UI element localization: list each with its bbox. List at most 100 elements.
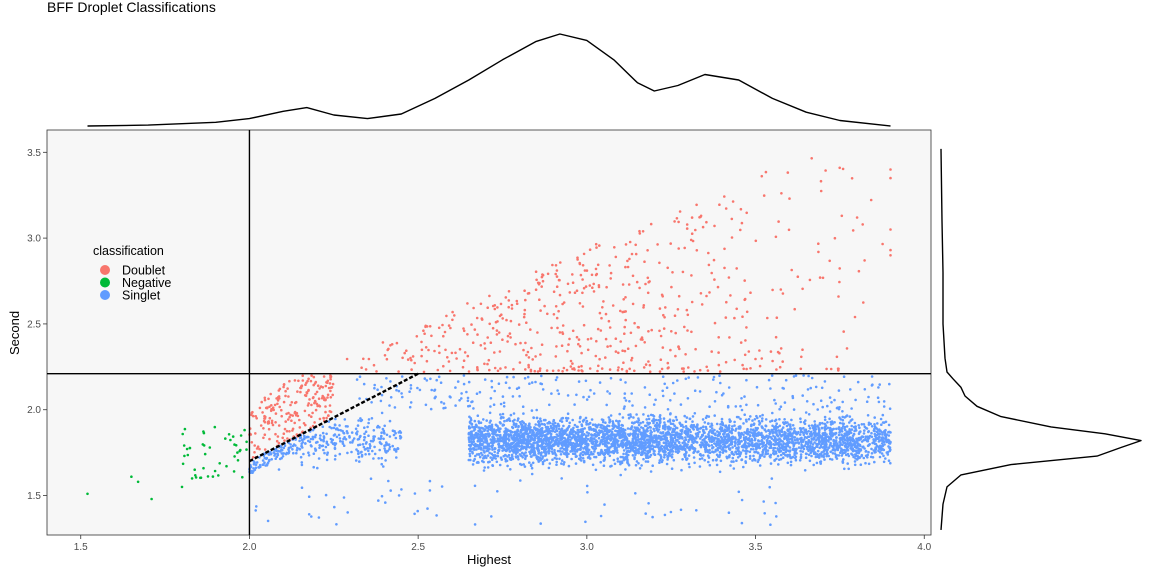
singlet-point: [543, 423, 546, 427]
singlet-point: [493, 450, 497, 454]
singlet-point: [589, 426, 592, 429]
doublet-point: [310, 415, 313, 419]
singlet-point: [334, 417, 337, 421]
singlet-point: [645, 418, 648, 421]
singlet-point: [779, 443, 783, 446]
singlet-point: [704, 450, 707, 454]
singlet-point: [603, 503, 606, 506]
singlet-point: [843, 438, 847, 442]
singlet-point: [739, 417, 742, 421]
doublet-point: [644, 363, 648, 366]
singlet-point: [576, 435, 579, 439]
singlet-point: [542, 441, 545, 445]
singlet-point: [857, 424, 860, 427]
doublet-point: [540, 285, 543, 288]
singlet-point: [469, 417, 473, 420]
singlet-point: [611, 433, 615, 436]
singlet-point: [784, 378, 788, 382]
singlet-point: [646, 441, 649, 445]
doublet-point: [447, 360, 451, 363]
singlet-point: [544, 454, 547, 457]
singlet-point: [589, 388, 592, 392]
singlet-point: [380, 462, 384, 466]
singlet-point: [651, 464, 654, 468]
doublet-point: [274, 421, 277, 424]
singlet-point: [272, 451, 276, 454]
singlet-point: [866, 437, 870, 441]
singlet-point: [553, 448, 556, 452]
doublet-point: [566, 282, 570, 286]
doublet-point: [507, 290, 511, 293]
singlet-point: [721, 422, 724, 425]
singlet-point: [870, 425, 874, 428]
singlet-point: [548, 462, 552, 465]
singlet-point: [492, 438, 496, 441]
singlet-point: [522, 412, 525, 415]
singlet-point: [333, 423, 337, 427]
singlet-point: [621, 427, 625, 431]
singlet-point: [696, 428, 700, 431]
singlet-point: [741, 449, 745, 452]
singlet-point: [663, 436, 666, 440]
singlet-point: [571, 429, 575, 432]
singlet-point: [841, 410, 844, 413]
singlet-point: [670, 467, 674, 471]
singlet-point: [573, 442, 577, 446]
singlet-point: [373, 383, 377, 387]
singlet-point: [521, 456, 524, 459]
singlet-point: [337, 433, 341, 437]
singlet-point: [621, 416, 625, 419]
doublet-point: [634, 344, 638, 348]
singlet-point: [742, 465, 745, 469]
singlet-point: [254, 505, 258, 508]
singlet-point: [612, 437, 616, 441]
doublet-point: [739, 341, 743, 344]
singlet-point: [578, 438, 581, 442]
singlet-point: [316, 466, 319, 470]
singlet-point: [515, 436, 519, 439]
singlet-point: [747, 417, 751, 421]
singlet-point: [584, 441, 587, 444]
singlet-point: [692, 428, 695, 431]
singlet-point: [655, 437, 658, 440]
singlet-point: [652, 449, 656, 453]
singlet-point: [383, 424, 387, 428]
singlet-point: [651, 441, 655, 444]
doublet-point: [579, 273, 583, 277]
singlet-point: [367, 449, 370, 453]
singlet-point: [593, 429, 597, 433]
singlet-point: [615, 433, 618, 437]
singlet-point: [823, 443, 826, 446]
doublet-point: [267, 397, 270, 401]
singlet-point: [663, 456, 666, 459]
singlet-point: [776, 454, 780, 458]
singlet-point: [762, 448, 765, 452]
singlet-point: [274, 447, 278, 451]
singlet-point: [325, 441, 329, 445]
doublet-point: [274, 432, 277, 436]
singlet-point: [652, 403, 656, 406]
singlet-point: [555, 463, 558, 467]
singlet-point: [581, 450, 584, 454]
singlet-point: [514, 455, 518, 458]
singlet-point: [635, 460, 639, 463]
singlet-point: [757, 458, 760, 462]
doublet-point: [269, 392, 273, 396]
singlet-point: [381, 427, 385, 431]
singlet-point: [362, 438, 366, 442]
doublet-point: [591, 286, 594, 290]
singlet-point: [603, 451, 607, 455]
singlet-point: [789, 463, 793, 467]
singlet-point: [573, 447, 577, 451]
singlet-point: [277, 449, 280, 453]
singlet-point: [850, 418, 854, 421]
singlet-point: [837, 433, 841, 437]
doublet-point: [466, 302, 469, 305]
singlet-point: [730, 431, 734, 435]
singlet-point: [469, 434, 473, 437]
doublet-point: [327, 414, 330, 417]
singlet-point: [684, 425, 688, 428]
singlet-point: [537, 449, 540, 453]
doublet-point: [629, 331, 633, 335]
doublet-point: [662, 313, 665, 317]
